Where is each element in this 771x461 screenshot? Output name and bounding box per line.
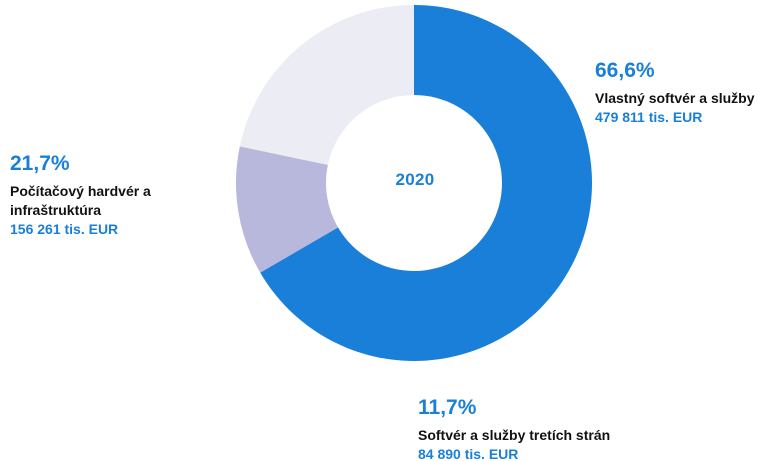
slice-hardware [239, 5, 414, 165]
slice-name-third-party: Softvér a služby tretích strán [418, 427, 611, 443]
slice-value-third-party: 84 890 tis. EUR [418, 446, 519, 461]
slice-value-hardware: 156 261 tis. EUR [10, 221, 119, 237]
slice-third-party [236, 146, 338, 273]
callout-hardware: 21,7% Počítačový hardvér a infraštruktúr… [10, 150, 180, 239]
slice-value-own-software: 479 811 tis. EUR [595, 109, 703, 125]
slice-percent-own-software: 66,6% [595, 59, 655, 82]
center-year-label: 2020 [395, 170, 435, 189]
callout-third-party: 11,7% Softvér a služby tretích strán 84 … [418, 394, 668, 461]
callout-own-software: 66,6% Vlastný softvér a služby 479 811 t… [595, 57, 771, 127]
slice-percent-third-party: 11,7% [418, 396, 477, 419]
slice-own-software [260, 5, 592, 361]
slice-percent-hardware: 21,7% [10, 152, 70, 175]
slice-name-own-software: Vlastný softvér a služby [595, 90, 755, 106]
slice-name-hardware: Počítačový hardvér a infraštruktúra [10, 183, 151, 218]
